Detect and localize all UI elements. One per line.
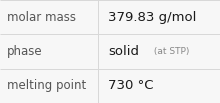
Text: phase: phase (7, 45, 43, 58)
Text: solid: solid (108, 45, 139, 58)
Text: 730 °C: 730 °C (108, 79, 154, 92)
Text: molar mass: molar mass (7, 11, 76, 24)
Text: melting point: melting point (7, 79, 86, 92)
Text: (at STP): (at STP) (151, 47, 189, 56)
Text: 379.83 g/mol: 379.83 g/mol (108, 11, 196, 24)
